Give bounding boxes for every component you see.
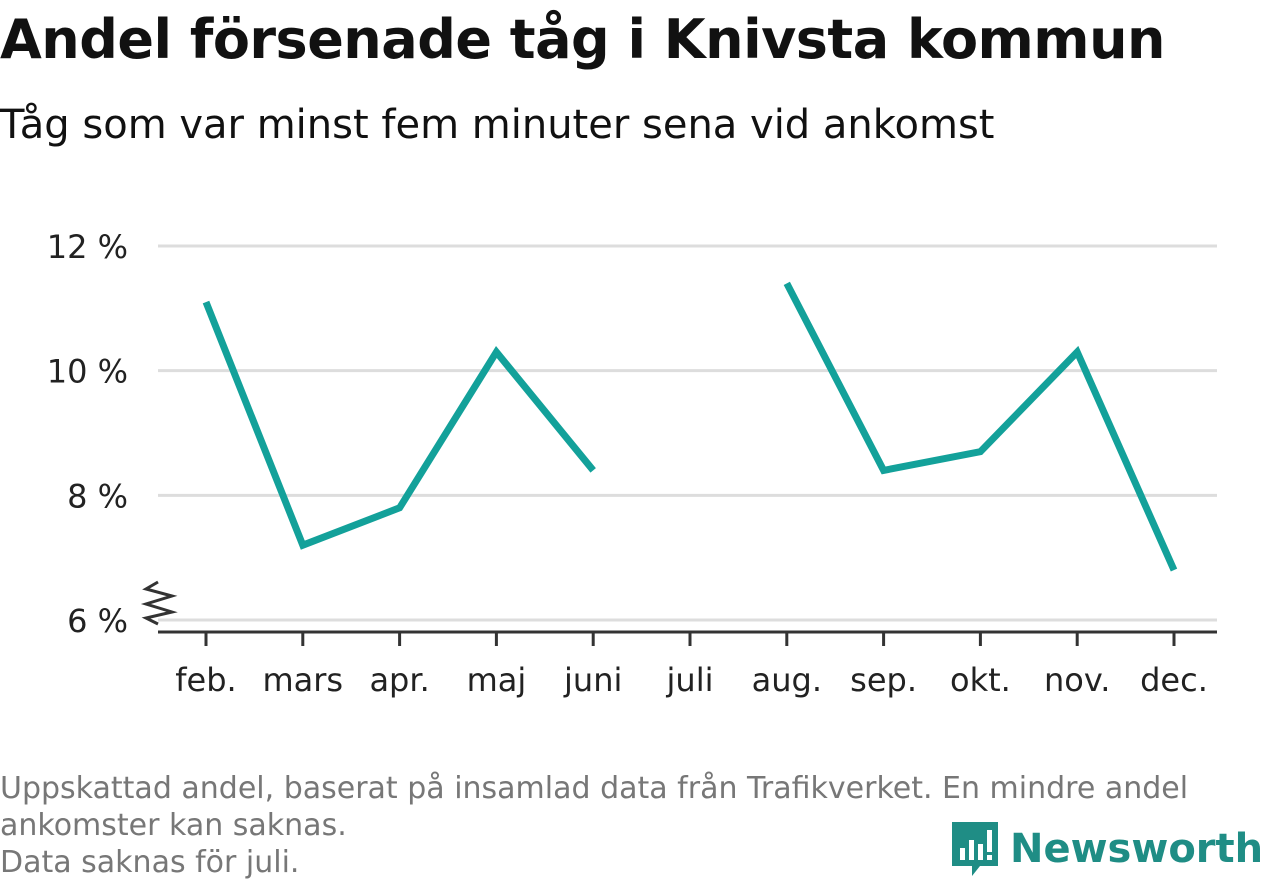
x-tick-label: sep.: [850, 661, 917, 699]
footnote: Uppskattad andel, baserat på insamlad da…: [0, 770, 1262, 881]
x-tick-label: juli: [666, 661, 714, 699]
x-tick-label: feb.: [175, 661, 236, 699]
x-tick-label: mars: [262, 661, 343, 699]
y-tick-label: 6 %: [67, 602, 128, 640]
x-tick-label: juni: [563, 661, 622, 699]
newsworthy-logo-text: Newsworthy: [1010, 826, 1262, 872]
footnote-line-1: Uppskattad andel, baserat på insamlad da…: [0, 771, 1189, 806]
x-tick-label: aug.: [752, 661, 822, 699]
x-tick-label: apr.: [369, 661, 429, 699]
footnote-line-2: ankomster kan saknas.: [0, 808, 347, 843]
chart-title: Andel försenade tåg i Knivsta kommun: [0, 8, 1165, 71]
newsworthy-logo-icon: [952, 822, 998, 876]
y-tick-label: 12 %: [47, 228, 128, 266]
x-tick-label: maj: [467, 661, 527, 699]
x-tick-label: dec.: [1140, 661, 1208, 699]
x-tick-label: okt.: [950, 661, 1011, 699]
chart-subtitle: Tåg som var minst fem minuter sena vid a…: [0, 102, 995, 148]
y-tick-label: 8 %: [67, 477, 128, 515]
newsworthy-logo: Newsworthy: [950, 820, 1262, 878]
x-tick-label: nov.: [1044, 661, 1110, 699]
series-line-segment-1: [202, 300, 596, 550]
y-axis-break-icon: [140, 580, 178, 626]
series-line-segment-2: [783, 281, 1178, 572]
footnote-line-3: Data saknas för juli.: [0, 845, 300, 880]
y-tick-label: 10 %: [47, 353, 128, 391]
